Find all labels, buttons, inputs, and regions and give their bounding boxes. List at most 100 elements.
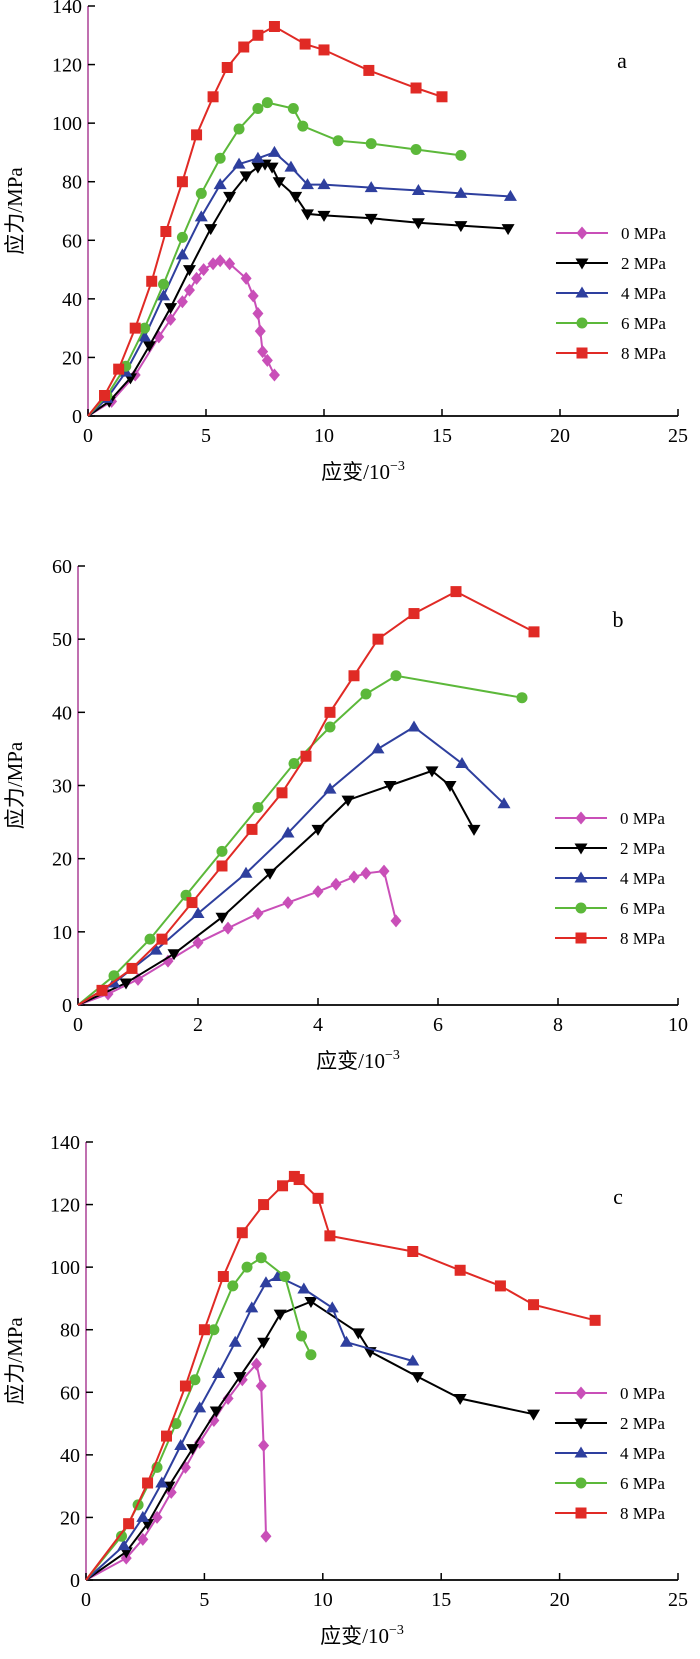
panel-a-y-tick-label: 120 [52, 55, 82, 77]
panel-b-data-point [156, 933, 168, 945]
panel-b-data-point [390, 670, 402, 682]
panel-b-data-point [246, 823, 258, 835]
panel-c-x-tick-label: 5 [199, 1589, 209, 1611]
panel-c-data-point [454, 1264, 466, 1276]
panel-a-data-point [287, 103, 299, 114]
panel-a-data-point [138, 330, 152, 342]
panel-b-data-point [407, 720, 421, 732]
panel-c-data-point [236, 1227, 248, 1239]
panel-a-data-point [175, 248, 189, 260]
panel-b-data-point [408, 608, 420, 620]
panel-b-legend-label: 6 MPa [620, 899, 665, 918]
panel-a-data-point [251, 151, 265, 163]
panel-b-x-tick-label: 4 [313, 1014, 323, 1036]
panel-a-data-point [176, 231, 188, 243]
panel-c-y-tick-label: 0 [70, 1570, 80, 1592]
panel-b-data-point [149, 943, 163, 955]
panel-b-legend-marker [574, 871, 588, 883]
panel-a-data-point [239, 171, 253, 183]
panel-a-legend-label: 4 MPa [621, 284, 666, 303]
panel-c-data-point [305, 1349, 317, 1361]
panel-a-data-point [364, 213, 378, 225]
panel-a-data-point [268, 21, 280, 32]
panel-a-series-line [87, 151, 511, 417]
panel-a-data-point [247, 289, 259, 303]
panel-c-data-point [186, 1444, 200, 1456]
panel-b-legend-marker [575, 902, 587, 914]
panel-a-legend-label: 8 MPa [621, 344, 666, 363]
panel-c-data-point [293, 1174, 305, 1186]
panel-a-data-point [436, 91, 448, 103]
panel-c-x-tick-label: 10 [313, 1589, 333, 1611]
panel-b-data-point [119, 978, 133, 990]
panel-c-data-point [193, 1401, 207, 1413]
panel-a-data-point [300, 178, 314, 190]
panel-c-data-point [117, 1539, 131, 1551]
panel-a-data-point [254, 324, 266, 338]
panel-b-legend-marker [575, 811, 587, 825]
panel-c-data-point [279, 1271, 291, 1283]
panel-c-y-tick-label: 20 [60, 1507, 80, 1529]
panel-b-data-point [126, 962, 138, 974]
panel-a-data-point [164, 303, 178, 315]
panel-b-data-point [144, 933, 156, 945]
panel-c-x-tick-label: 15 [431, 1589, 451, 1611]
panel-c-series-4-MPa [85, 1270, 420, 1581]
panel-c-y-tick-label: 140 [50, 1132, 80, 1154]
panel-c-data-point [179, 1380, 191, 1392]
panel-a-data-point [332, 135, 344, 147]
panel-b-data-point [390, 914, 402, 928]
panel-a-data-point [99, 390, 111, 401]
panel-a-data-point [158, 278, 170, 290]
panel-c-data-point [233, 1372, 247, 1384]
panel-a-x-tick-label: 0 [83, 425, 93, 447]
panel-c-data-point [198, 1324, 210, 1336]
panel-a-data-point [139, 322, 151, 334]
panel-c-data-point [325, 1301, 339, 1313]
panel-a-series-6-MPa [87, 97, 467, 417]
panel-a-data-point [240, 271, 252, 285]
panel-b-data-point [162, 954, 174, 968]
panel-a-data-point [221, 62, 233, 73]
panel-c-data-point [312, 1192, 324, 1204]
panel-a-data-point [252, 307, 264, 320]
panel-b-x-tick-label: 10 [668, 1014, 688, 1036]
panel-c-data-point [228, 1335, 242, 1347]
panel-c-y-axis-title: 应力/MPa [3, 1317, 27, 1405]
panel-c-data-point [453, 1394, 467, 1406]
panel-a-data-point [365, 138, 377, 150]
panel-a-data-point [411, 184, 425, 195]
panel-c-y-tick-label: 80 [60, 1320, 80, 1342]
panel-c-data-point [245, 1301, 259, 1313]
panel-c-data-point [212, 1367, 226, 1379]
panel-b-y-tick-label: 50 [52, 629, 72, 651]
panel-c-data-point [136, 1510, 150, 1522]
panel-c-x-axis-exponent: −3 [389, 1623, 404, 1638]
panel-a-data-point [214, 152, 226, 164]
panel-b-legend-label: 8 MPa [620, 929, 665, 948]
panel-a-data-point [233, 123, 245, 135]
panel-a-data-point [160, 226, 172, 237]
panel-a-x-axis-title: 应变/10−3 [321, 459, 405, 484]
panel-a-data-point [238, 41, 250, 53]
panel-b-data-point [324, 706, 336, 718]
panel-a-data-point [191, 271, 203, 285]
panel-b-data-point [425, 766, 439, 778]
panel-c-data-point [250, 1357, 262, 1371]
panel-c-legend-marker [575, 1477, 587, 1489]
panel-a-data-point [129, 322, 141, 334]
panel-c-x-tick-label: 20 [550, 1589, 570, 1611]
panel-a-data-point [501, 224, 515, 236]
panel-a-y-tick-label: 60 [62, 230, 82, 252]
panel-c-data-point [119, 1547, 133, 1559]
panel-b: 0 10 20 30 40 50 60 0 2 4 6 8 10 应变/10−3 应力/MPa b 0 MPa 2… [3, 556, 688, 1073]
panel-b-x-tick-label: 2 [193, 1014, 203, 1036]
panel-a-data-point [194, 210, 208, 222]
panel-a-data-point [272, 177, 286, 189]
panel-a-data-point [317, 178, 331, 190]
panel-a-data-point [224, 257, 236, 271]
panel-b-data-point [282, 896, 294, 910]
panel-c-data-point [260, 1529, 272, 1543]
panel-b-data-point [360, 688, 372, 700]
panel-b-y-tick-label: 20 [52, 849, 72, 871]
